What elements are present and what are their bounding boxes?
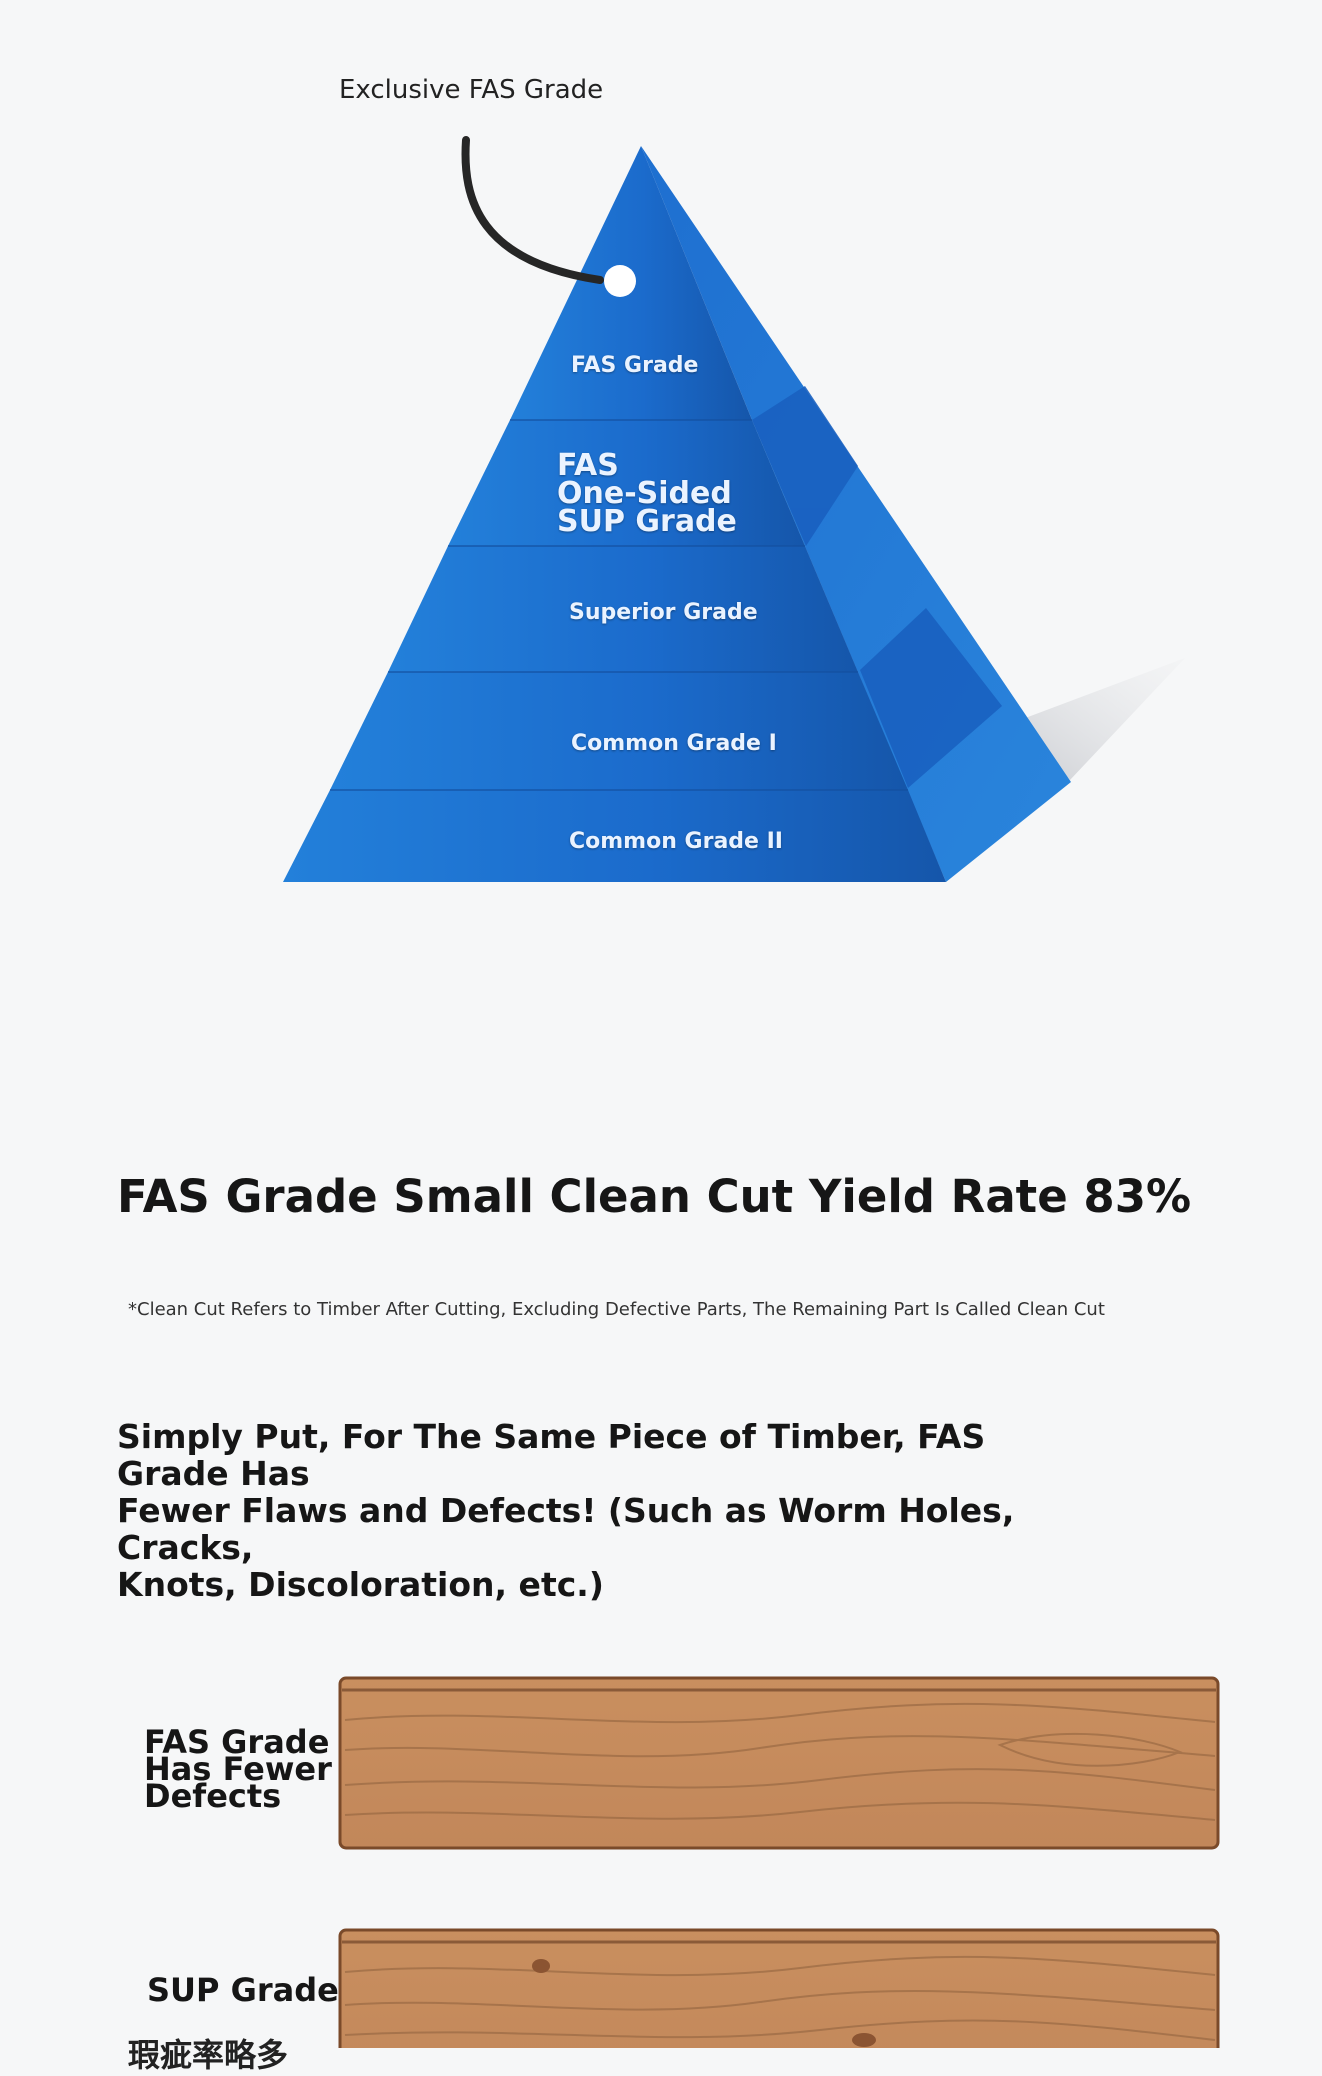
pyramid-shadow — [1020, 658, 1185, 780]
pyramid-tier-one-sided — [448, 420, 805, 546]
pyramid-tier-common-2 — [283, 790, 946, 882]
pyramid-tier-superior — [388, 546, 858, 672]
lead-paragraph: Simply Put, For The Same Piece of Timber… — [117, 1417, 1015, 1604]
tag-hole — [604, 265, 636, 297]
board-fas — [338, 1676, 1220, 1850]
board-sublabel-sup: 瑕疵率略多 — [128, 2037, 289, 2073]
tag-label: Exclusive FAS Grade — [339, 75, 604, 105]
tier-label-superior: Superior Grade — [569, 600, 758, 625]
tier-label-common-2: Common Grade II — [569, 829, 783, 854]
tier-label-fas: FAS Grade — [571, 353, 699, 378]
pyramid-tier-common-1 — [330, 672, 908, 790]
board-label-sup: SUP Grade — [147, 1971, 339, 2009]
tag-cord — [461, 136, 604, 284]
tier-label-one-sided-sup: FAS One-Sided SUP Grade — [557, 448, 737, 539]
knot-defect — [532, 1959, 550, 1973]
pyramid-side-bands — [752, 386, 1002, 788]
headline: FAS Grade Small Clean Cut Yield Rate 83% — [117, 1170, 1192, 1223]
board-sup — [338, 1928, 1220, 2048]
board-label-fas: FAS Grade Has Fewer Defects — [144, 1723, 332, 1815]
tier-label-common-1: Common Grade I — [571, 731, 777, 756]
pyramid-tier-dividers — [330, 419, 908, 791]
knot-defect — [852, 2033, 876, 2047]
footnote: *Clean Cut Refers to Timber After Cuttin… — [128, 1299, 1105, 1320]
